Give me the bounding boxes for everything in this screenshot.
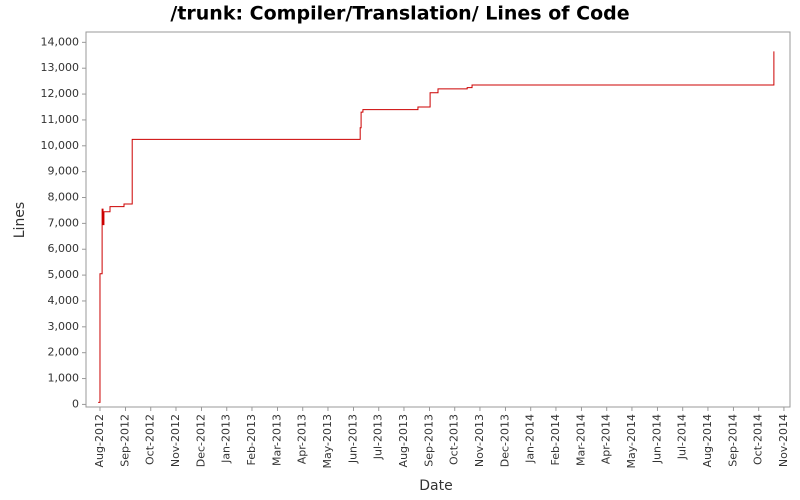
x-tick-label: Sep-2012: [119, 414, 132, 467]
x-tick-label: Feb-2013: [245, 414, 258, 465]
x-tick-label: Jun-2014: [650, 414, 663, 464]
x-tick-label: Apr-2013: [296, 414, 309, 464]
x-axis-label: Date: [419, 478, 452, 494]
x-tick-label: Jan-2014: [524, 414, 537, 464]
plot-area: [85, 31, 791, 408]
y-tick-label: 1,000: [48, 372, 80, 385]
x-tick-label: Jul-2014: [676, 414, 689, 460]
x-tick-label: Nov-2012: [169, 414, 182, 467]
x-tick-label: Nov-2013: [473, 414, 486, 467]
x-tick-label: Feb-2014: [549, 414, 562, 465]
x-tick-label: Jan-2013: [220, 414, 233, 464]
x-tick-label: Mar-2014: [574, 414, 587, 466]
y-tick-label: 7,000: [48, 216, 80, 229]
y-tick-label: 6,000: [48, 242, 80, 255]
x-tick-label: Dec-2013: [498, 414, 511, 467]
y-tick-label: 10,000: [41, 139, 80, 152]
y-tick-label: 8,000: [48, 191, 80, 204]
x-tick-label: Sep-2013: [422, 414, 435, 467]
x-tick-label: May-2013: [321, 414, 334, 469]
x-tick-label: Oct-2013: [448, 414, 461, 465]
x-tick-label: Aug-2013: [397, 414, 410, 467]
data-line: [98, 51, 775, 403]
y-tick-label: 14,000: [41, 35, 80, 48]
x-tick-label: Aug-2012: [93, 414, 106, 467]
x-tick-label: Nov-2014: [777, 414, 790, 467]
y-tick-label: 2,000: [48, 346, 80, 359]
y-tick-label: 9,000: [48, 165, 80, 178]
y-tick-label: 5,000: [48, 268, 80, 281]
y-axis-label: Lines: [12, 202, 28, 238]
y-tick-label: 13,000: [41, 61, 80, 74]
x-tick-label: Aug-2014: [701, 414, 714, 467]
y-tick-label: 4,000: [48, 294, 80, 307]
x-tick-label: Dec-2012: [195, 414, 208, 467]
y-tick-label: 3,000: [48, 320, 80, 333]
x-tick-label: Apr-2014: [600, 414, 613, 464]
y-tick-label: 0: [72, 397, 79, 410]
x-tick-label: Mar-2013: [271, 414, 284, 466]
x-tick-label: Oct-2014: [752, 414, 765, 465]
x-tick-label: Oct-2012: [144, 414, 157, 465]
chart-title: /trunk: Compiler/Translation/ Lines of C…: [170, 3, 629, 25]
y-tick-label: 12,000: [41, 87, 80, 100]
y-tick-label: 11,000: [41, 113, 80, 126]
x-tick-label: Sep-2014: [726, 414, 739, 467]
x-tick-label: Jul-2013: [372, 414, 385, 460]
x-tick-label: Jun-2013: [346, 414, 359, 464]
x-tick-label: May-2014: [625, 414, 638, 469]
